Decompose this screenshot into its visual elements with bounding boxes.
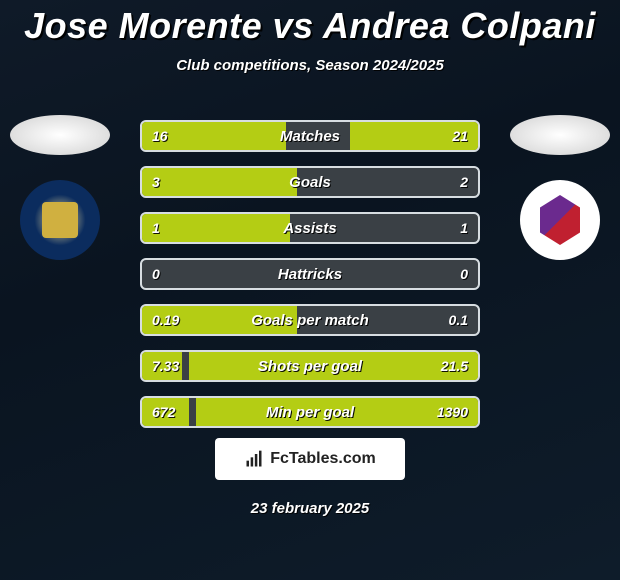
stat-value-right: 0.1 bbox=[449, 312, 468, 328]
stat-label: Min per goal bbox=[266, 404, 354, 421]
stat-label: Assists bbox=[283, 220, 336, 237]
stat-row: 0 0 Hattricks bbox=[140, 258, 480, 290]
stat-row: 3 2 Goals bbox=[140, 166, 480, 198]
stat-bar-left bbox=[142, 168, 297, 196]
stat-value-left: 16 bbox=[152, 128, 168, 144]
comparison-date: 23 february 2025 bbox=[0, 500, 620, 517]
stat-row: 1 1 Assists bbox=[140, 212, 480, 244]
stat-value-right: 21 bbox=[452, 128, 468, 144]
stat-value-left: 672 bbox=[152, 404, 175, 420]
brand-label: FcTables.com bbox=[270, 450, 376, 468]
stat-label: Matches bbox=[280, 128, 340, 145]
comparison-subtitle: Club competitions, Season 2024/2025 bbox=[0, 57, 620, 74]
stat-row: 0.19 0.1 Goals per match bbox=[140, 304, 480, 336]
stat-value-left: 7.33 bbox=[152, 358, 179, 374]
stat-value-left: 3 bbox=[152, 174, 160, 190]
stat-row: 7.33 21.5 Shots per goal bbox=[140, 350, 480, 382]
stat-value-right: 21.5 bbox=[441, 358, 468, 374]
stat-value-right: 2 bbox=[460, 174, 468, 190]
stat-label: Hattricks bbox=[278, 266, 342, 283]
stat-label: Goals per match bbox=[251, 312, 369, 329]
stat-value-right: 0 bbox=[460, 266, 468, 282]
stat-value-left: 1 bbox=[152, 220, 160, 236]
stat-value-right: 1390 bbox=[437, 404, 468, 420]
stat-row: 16 21 Matches bbox=[140, 120, 480, 152]
stat-bar-left bbox=[142, 214, 290, 242]
chart-icon bbox=[244, 449, 264, 469]
stats-container: 16 21 Matches 3 2 Goals 1 1 Assists 0 0 Hattricks 0.… bbox=[0, 120, 620, 442]
stat-label: Goals bbox=[289, 174, 331, 191]
stat-value-left: 0.19 bbox=[152, 312, 179, 328]
stat-value-left: 0 bbox=[152, 266, 160, 282]
stat-value-right: 1 bbox=[460, 220, 468, 236]
brand-badge: FcTables.com bbox=[215, 438, 405, 480]
stat-row: 672 1390 Min per goal bbox=[140, 396, 480, 428]
stat-label: Shots per goal bbox=[258, 358, 362, 375]
comparison-title: Jose Morente vs Andrea Colpani bbox=[0, 0, 620, 47]
